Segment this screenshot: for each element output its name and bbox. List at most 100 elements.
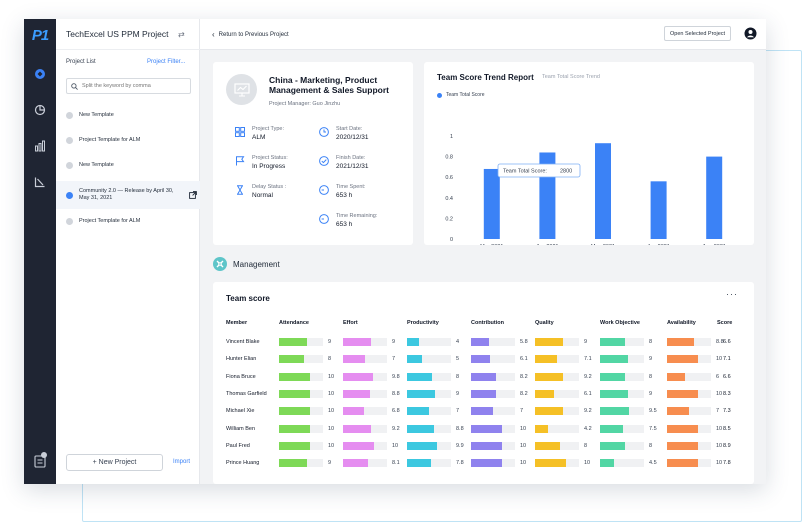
back-label: Return to Previous Project — [218, 31, 289, 38]
metric-bar-track — [471, 338, 515, 346]
column-header: Work Objective — [600, 320, 640, 326]
chart-bar[interactable] — [706, 156, 723, 239]
member-name: Prince Huang — [226, 460, 260, 467]
y-tick-label: 0.8 — [445, 155, 453, 161]
metric-bar-fill — [535, 407, 564, 416]
metric-cell: 10 — [471, 441, 527, 450]
search-icon — [71, 82, 78, 90]
project-list-label: Project List — [66, 59, 96, 65]
member-score: 7.1 — [723, 356, 731, 363]
metric-bar-fill — [535, 389, 554, 398]
project-filter-link[interactable]: Project Filter... — [147, 59, 186, 65]
metric-value: 8 — [456, 373, 460, 380]
project-status-dot — [66, 136, 73, 144]
metric-value: 10 — [520, 442, 527, 449]
meta-label: Project Type: — [252, 126, 284, 132]
chart-bar[interactable] — [595, 143, 611, 239]
app-logo[interactable]: P1 — [31, 27, 49, 44]
chart-bar[interactable] — [650, 181, 667, 239]
meta-start-date: Start Date: 2020/12/31 — [319, 126, 369, 142]
metric-bar-fill — [343, 372, 374, 381]
metric-cell: 8.2 — [471, 389, 528, 398]
open-external-icon[interactable] — [189, 191, 197, 201]
member-score: 6.6 — [723, 373, 731, 380]
metric-value: 10 — [328, 425, 335, 432]
import-link[interactable]: Import — [173, 459, 191, 465]
metric-cell: 7.1 — [535, 355, 592, 364]
metric-bar-track — [343, 355, 387, 364]
metric-bar-track — [279, 389, 323, 398]
user-avatar-icon[interactable] — [744, 27, 757, 45]
new-project-button[interactable]: + New Project — [66, 454, 163, 471]
metric-bar-track — [535, 407, 579, 416]
metric-bar-track — [471, 372, 515, 381]
metric-value: 8.2 — [520, 390, 528, 397]
metric-bar-track — [343, 424, 387, 433]
metric-bar-fill — [279, 459, 307, 468]
metric-bar-track — [600, 355, 644, 364]
back-link[interactable]: ‹ Return to Previous Project — [212, 30, 289, 39]
metric-cell: 4 — [407, 338, 459, 346]
metric-bar-fill — [535, 459, 566, 468]
pie-chart-icon[interactable] — [31, 101, 49, 119]
metric-value: 10 — [328, 390, 335, 397]
metric-value: 8.8 — [716, 339, 724, 345]
project-item-label: Community 2.0 — Release by April 30, May… — [79, 188, 174, 201]
search-box[interactable] — [66, 78, 191, 94]
search-input[interactable] — [82, 83, 182, 89]
member-name: William Ben — [226, 425, 256, 432]
notifications-icon[interactable] — [31, 451, 49, 469]
metric-cell: 7 — [407, 407, 459, 416]
chart-legend: Team Total Score — [437, 92, 485, 98]
project-item[interactable]: New Template — [56, 159, 200, 171]
project-manager: Project Manager: Guo Jinzhu — [269, 101, 341, 107]
column-header: Productivity — [407, 320, 439, 326]
metric-bar-track — [600, 459, 644, 468]
column-header: Quality — [535, 320, 554, 326]
metric-bar-fill — [407, 355, 423, 364]
column-header: Score — [717, 320, 733, 326]
metric-value: 8.1 — [392, 460, 400, 467]
metric-value: 10 — [520, 425, 527, 432]
metric-bar-fill — [343, 424, 372, 433]
metric-cell: 10 — [667, 441, 723, 450]
metric-value: 10 — [584, 460, 591, 467]
metric-value: 9.9 — [456, 442, 464, 449]
chart-bar[interactable] — [483, 168, 500, 239]
project-avatar — [226, 74, 257, 105]
metric-bar-track — [407, 355, 451, 364]
metric-bar-fill — [279, 424, 310, 433]
metric-bar-track — [343, 407, 387, 416]
column-header: Member — [226, 320, 248, 326]
switch-icon[interactable]: ⇄ — [178, 30, 185, 39]
meta-value: ALM — [252, 134, 266, 141]
open-selected-project-button[interactable]: Open Selected Project — [664, 26, 732, 41]
metric-bar-fill — [471, 407, 493, 416]
project-item[interactable]: New Template — [56, 109, 200, 121]
metric-bar-track — [535, 459, 579, 468]
metric-bar-fill — [407, 372, 432, 381]
metric-cell: 9 — [600, 355, 652, 364]
project-item[interactable]: Project Template for ALM — [56, 215, 200, 227]
nav-rail: P1 — [24, 19, 56, 484]
project-item-selected[interactable]: Community 2.0 — Release by April 30, May… — [56, 181, 200, 209]
metric-cell: 9 — [407, 389, 459, 398]
metric-value: 10 — [520, 460, 527, 467]
projects-icon[interactable] — [31, 65, 49, 83]
metric-bar-track — [600, 389, 644, 398]
metric-value: 10 — [716, 442, 723, 449]
more-options-icon[interactable]: ··· — [726, 289, 738, 299]
metric-bar-fill — [407, 338, 420, 346]
bar-chart-icon[interactable] — [31, 137, 49, 155]
metric-bar-fill — [343, 355, 365, 364]
report-icon[interactable] — [31, 173, 49, 191]
y-tick-label: 0.4 — [445, 196, 453, 202]
timer-icon — [319, 214, 329, 224]
metric-bar-track — [667, 372, 711, 381]
member-name: Thomas Garfield — [226, 390, 267, 397]
metric-bar-track — [343, 338, 387, 346]
metric-cell: 10 — [343, 441, 398, 450]
member-score: 7.8 — [723, 460, 731, 467]
metric-bar-fill — [343, 338, 371, 346]
project-item[interactable]: Project Template for ALM — [56, 134, 200, 146]
